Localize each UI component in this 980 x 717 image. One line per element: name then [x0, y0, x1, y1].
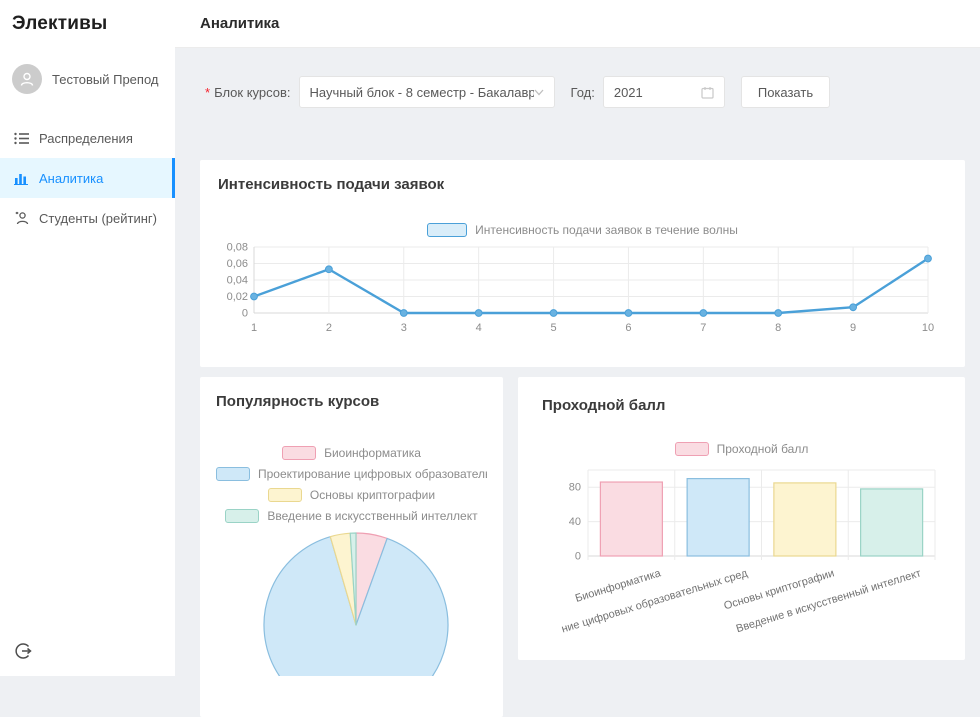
list-icon — [13, 132, 29, 145]
content: * Блок курсов: Научный блок - 8 семестр -… — [175, 48, 980, 717]
card-popularity: Популярность курсов Биоинформатика Проект… — [200, 377, 503, 717]
y-tick-label: 0 — [242, 308, 248, 320]
pie-slice[interactable] — [349, 532, 357, 626]
data-point[interactable] — [399, 309, 408, 317]
data-point[interactable] — [250, 292, 258, 301]
legend-label: Основы криптографии — [309, 487, 436, 502]
popularity-legend: Биоинформатика Проектирование цифровых об… — [216, 442, 487, 526]
line-series — [253, 257, 929, 315]
required-mark: * — [205, 84, 211, 100]
data-point[interactable] — [549, 309, 558, 317]
sidebar-item-label: Распределения — [39, 130, 133, 146]
y-tick-label: 0 — [575, 551, 581, 563]
x-tick-label: 3 — [401, 322, 407, 334]
legend-swatch — [282, 445, 317, 460]
legend-swatch — [427, 223, 468, 237]
app-title: Элективы — [12, 13, 108, 34]
x-tick-label: 1 — [251, 322, 257, 334]
sidebar-item-distributions[interactable]: Распределения — [0, 118, 175, 158]
avatar — [12, 64, 42, 94]
x-tick-label: 4 — [476, 322, 482, 334]
y-tick-label: 0,04 — [227, 275, 248, 287]
year-input[interactable]: 2021 — [602, 76, 725, 108]
calendar-icon — [701, 86, 714, 99]
sidebar: Элективы Тестовый Препод Распределения — [0, 0, 175, 676]
y-tick-label: 0,06 — [227, 258, 248, 270]
data-point[interactable] — [699, 309, 708, 317]
logout-button[interactable] — [13, 641, 33, 661]
sidebar-item-label: Студенты (рейтинг) — [39, 210, 157, 226]
legend-label: Интенсивность подачи заявок в течение во… — [475, 223, 738, 237]
popularity-chart-title: Популярность курсов — [216, 393, 380, 410]
bar[interactable] — [773, 482, 837, 557]
chevron-down-icon — [534, 89, 544, 95]
legend-item[interactable]: Биоинформатика — [216, 442, 487, 463]
bar[interactable] — [686, 478, 750, 557]
intensity-line-chart[interactable]: 0 0,02 0,04 0,06 0,08 1 2 3 4 5 6 7 8 9 10 — [218, 241, 947, 345]
page-title: Аналитика — [200, 15, 280, 32]
passing-score-chart-title: Проходной балл — [542, 397, 666, 414]
students-icon — [13, 211, 29, 225]
x-tick-label: 2 — [326, 322, 332, 334]
legend-swatch — [225, 508, 260, 523]
intensity-legend[interactable]: Интенсивность подачи заявок в течение во… — [218, 223, 947, 237]
card-intensity: Интенсивность подачи заявок Интенсивност… — [200, 160, 965, 367]
data-point[interactable] — [624, 309, 633, 317]
passing-score-legend[interactable]: Проходной балл — [542, 442, 941, 456]
x-tick-label: 6 — [625, 322, 631, 334]
data-point[interactable] — [849, 303, 858, 312]
y-tick-label: 80 — [569, 482, 581, 494]
legend-label: Проектирование цифровых образовательных … — [258, 466, 487, 481]
y-tick-label: 0,02 — [227, 291, 248, 303]
course-block-select[interactable]: Научный блок - 8 семестр - Бакалавр... — [298, 76, 555, 108]
x-tick-label: 10 — [922, 322, 934, 334]
popularity-pie-chart[interactable] — [216, 530, 487, 676]
card-passing-score: Проходной балл Проходной балл 0 40 80 Биоин… — [518, 377, 965, 660]
page-header: Аналитика — [175, 0, 980, 48]
bar[interactable] — [599, 481, 663, 557]
main-area: Аналитика * Блок курсов: Научный блок - 8… — [175, 0, 980, 717]
logout-icon — [15, 643, 32, 659]
bar[interactable] — [860, 488, 924, 557]
year-value: 2021 — [613, 84, 643, 100]
course-block-label: * Блок курсов: — [205, 84, 291, 100]
filter-bar: * Блок курсов: Научный блок - 8 семестр -… — [205, 76, 965, 108]
course-block-value: Научный блок - 8 семестр - Бакалавр... — [309, 84, 534, 100]
sidebar-item-analytics[interactable]: Аналитика — [0, 158, 175, 198]
show-button[interactable]: Показать — [740, 76, 831, 108]
legend-swatch — [267, 487, 302, 502]
year-label: Год: — [570, 84, 595, 100]
legend-item[interactable]: Основы криптографии — [216, 484, 487, 505]
sidebar-menu: Распределения Аналитика Сту — [0, 118, 175, 238]
x-tick-label: 9 — [850, 322, 856, 334]
data-point[interactable] — [774, 309, 783, 317]
intensity-chart-title: Интенсивность подачи заявок — [218, 176, 445, 193]
y-tick-label: 0,08 — [227, 242, 248, 254]
x-tick-label: 7 — [700, 322, 706, 334]
data-point[interactable] — [924, 254, 932, 263]
legend-item[interactable]: Введение в искусственный интеллект — [216, 505, 487, 526]
sidebar-item-students-rating[interactable]: Студенты (рейтинг) — [0, 198, 175, 238]
pie-slice[interactable] — [263, 536, 449, 676]
legend-label: Проходной балл — [716, 442, 809, 456]
x-tick-label: 5 — [550, 322, 556, 334]
data-point[interactable] — [474, 309, 483, 317]
data-point[interactable] — [324, 265, 333, 274]
user-icon — [20, 72, 34, 86]
x-tick-label: 8 — [775, 322, 781, 334]
legend-swatch — [216, 466, 250, 481]
bar-chart-icon — [13, 172, 29, 185]
legend-label: Введение в искусственный интеллект — [267, 508, 478, 523]
y-tick-label: 40 — [569, 516, 581, 528]
user-row: Тестовый Препод — [12, 64, 175, 94]
user-name: Тестовый Препод — [52, 71, 159, 87]
legend-label: Биоинформатика — [324, 445, 421, 460]
sidebar-item-label: Аналитика — [39, 170, 104, 186]
legend-swatch — [674, 442, 709, 456]
legend-item[interactable]: Проектирование цифровых образовательных … — [216, 463, 487, 484]
